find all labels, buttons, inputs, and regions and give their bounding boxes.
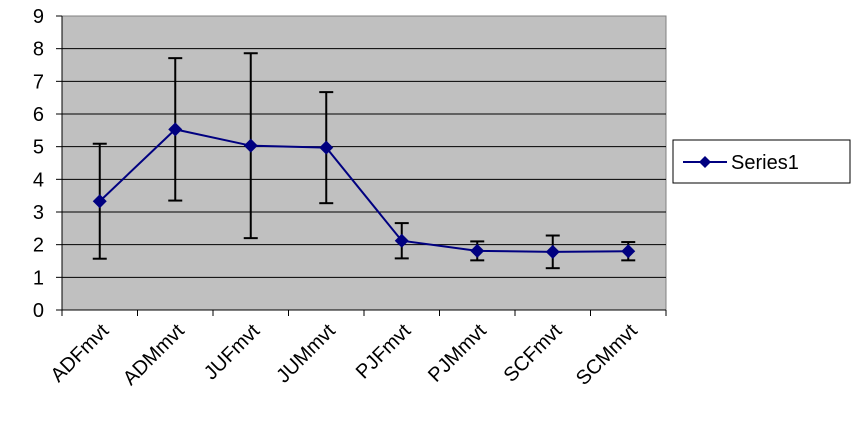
y-tick-label: 8 — [33, 39, 44, 61]
y-tick-label: 1 — [33, 267, 44, 289]
x-tick-label: PJFmvt — [352, 320, 416, 384]
x-axis-ticks — [61, 310, 667, 316]
y-axis-tick-labels: 0 1 2 3 4 5 6 7 8 9 — [33, 6, 62, 322]
x-tick-label: PJMmvt — [424, 320, 491, 387]
x-tick-label: JUMmvt — [272, 320, 340, 388]
x-tick-label: JUFmvt — [200, 320, 265, 385]
y-tick-label: 5 — [33, 137, 44, 159]
data-point-marker — [92, 194, 107, 209]
data-point-marker — [394, 233, 409, 248]
x-tick-label: ADMmvt — [119, 320, 189, 390]
y-tick-label: 4 — [33, 169, 44, 191]
series-markers — [92, 122, 636, 259]
x-tick-label: SCFmvt — [500, 320, 567, 387]
legend: Series1 — [672, 139, 851, 184]
y-tick-label: 6 — [33, 104, 44, 126]
y-tick-label: 7 — [33, 71, 44, 93]
data-point-marker — [243, 138, 258, 153]
data-point-marker — [545, 244, 560, 259]
data-point-marker — [168, 122, 183, 137]
plot-area — [61, 15, 667, 311]
y-tick-label: 9 — [33, 6, 44, 28]
legend-marker-diamond — [699, 156, 711, 168]
data-point-marker — [319, 140, 334, 155]
y-tick-label: 3 — [33, 202, 44, 224]
data-point-marker — [470, 243, 485, 258]
y-tick-label: 2 — [33, 235, 44, 257]
y-tick-label: 0 — [33, 300, 44, 322]
x-tick-label: ADFmvt — [47, 320, 114, 387]
x-tick-label: SCMmvt — [572, 320, 642, 390]
series-line — [99, 128, 629, 253]
x-axis-tick-labels: ADFmvt ADMmvt JUFmvt JUMmvt PJFmvt PJMmvt SCFm… — [47, 320, 642, 390]
gridlines — [62, 48, 666, 278]
legend-label: Series1 — [731, 152, 799, 174]
data-point-marker — [621, 244, 636, 259]
